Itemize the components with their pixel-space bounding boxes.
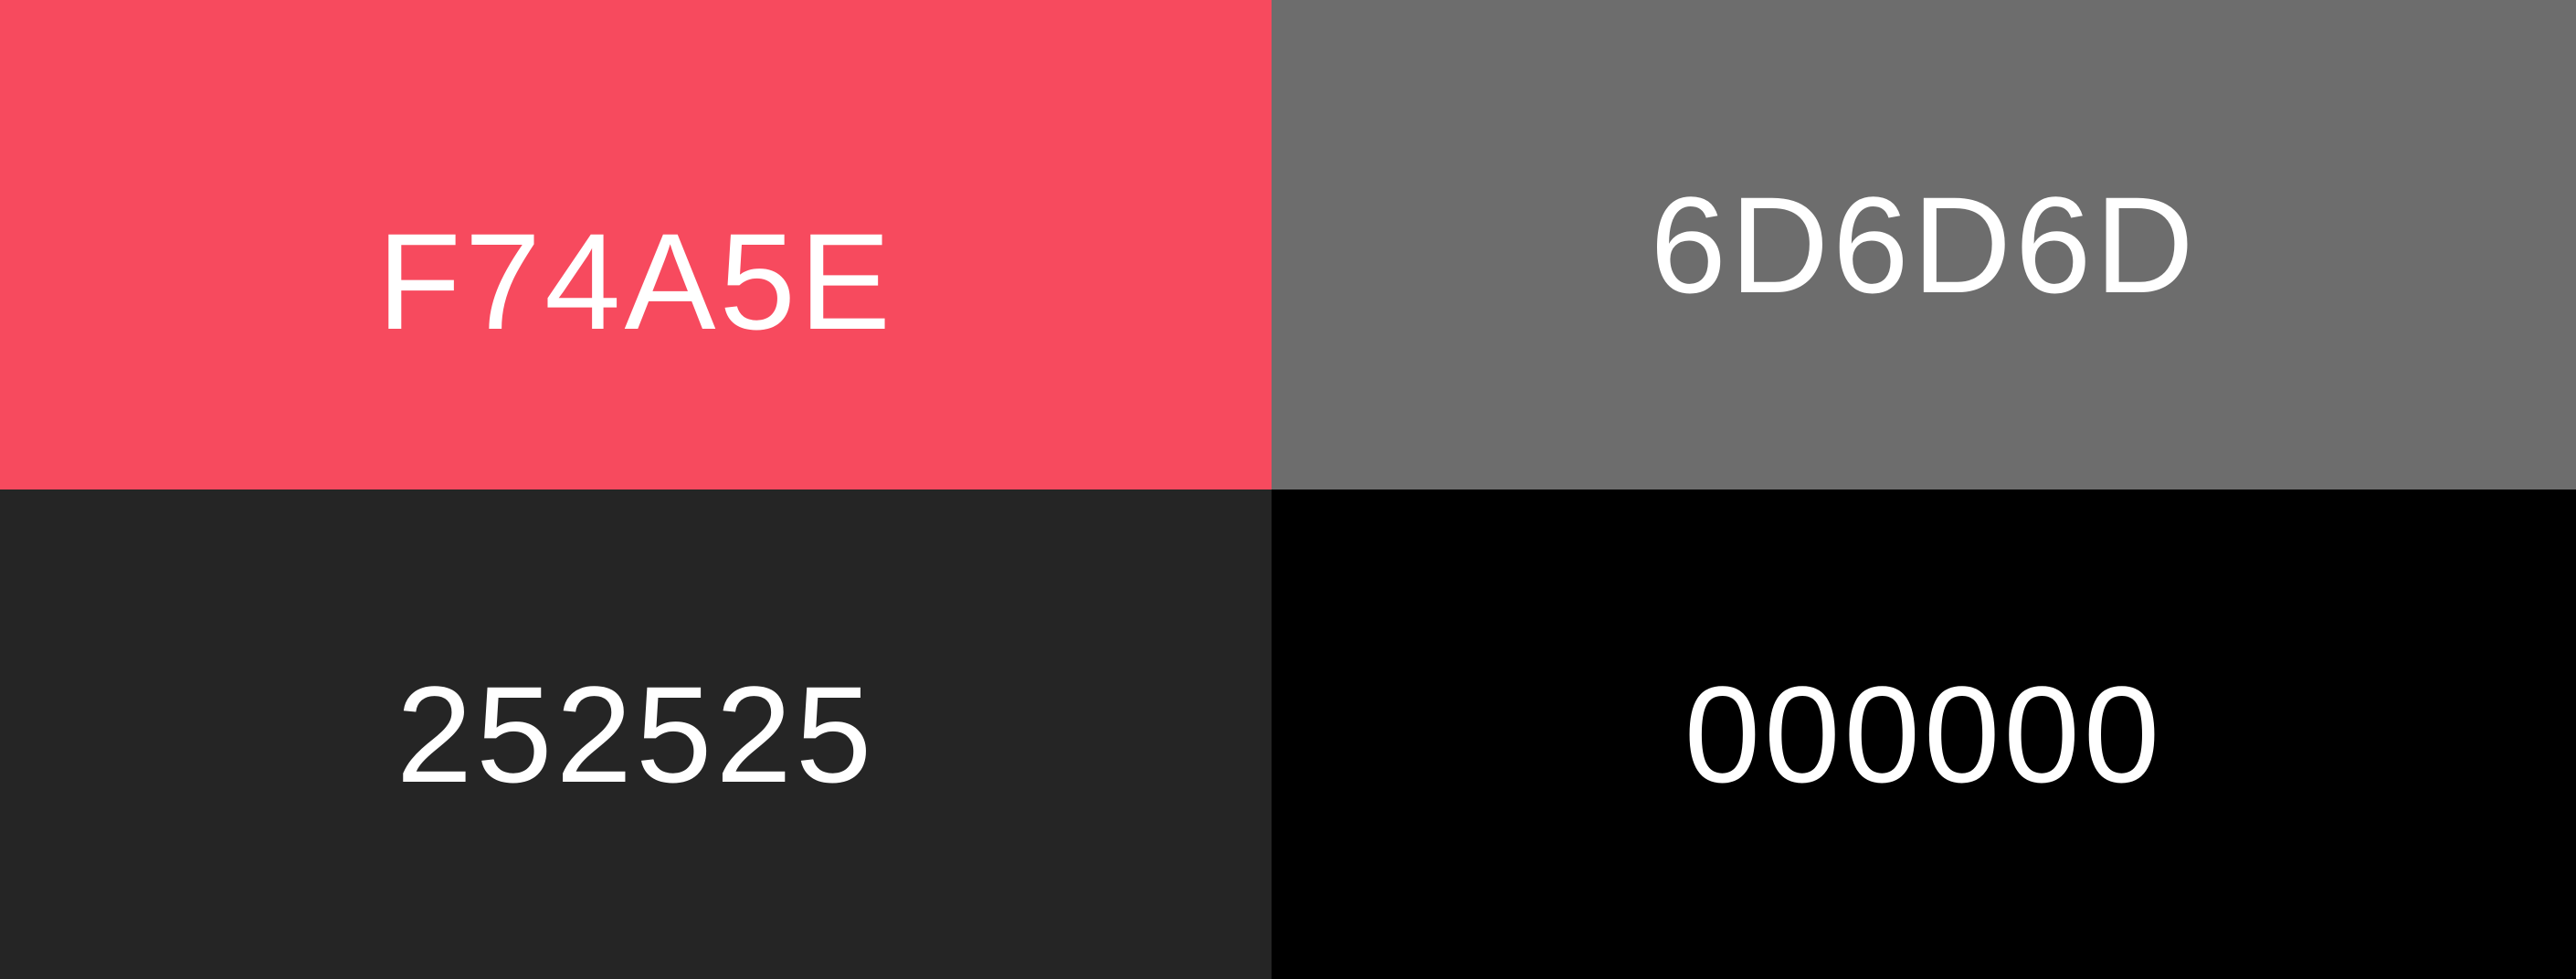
color-swatch-000000: 000000 [1272, 490, 2576, 979]
swatch-hex-label: 6D6D6D [1650, 168, 2198, 321]
swatch-hex-label: 000000 [1684, 658, 2164, 811]
color-swatch-252525: 252525 [0, 490, 1272, 979]
swatch-hex-label: 252525 [396, 658, 876, 811]
swatch-hex-label: F74A5E [377, 205, 894, 358]
color-swatch-f74a5e: F74A5E [0, 0, 1272, 490]
color-swatch-6d6d6d: 6D6D6D [1272, 0, 2576, 490]
